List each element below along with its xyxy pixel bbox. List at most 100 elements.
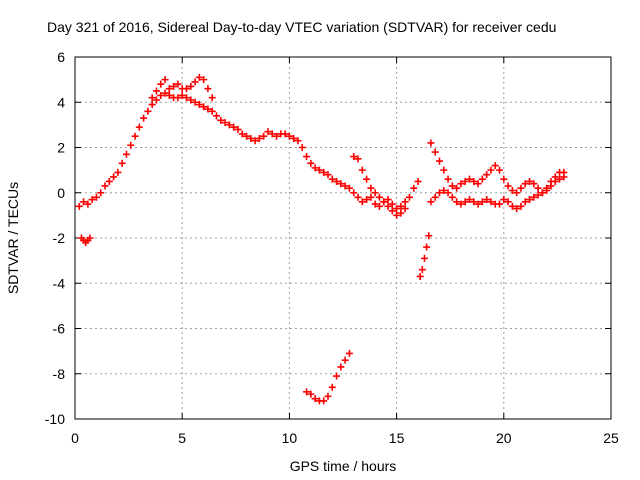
data-point bbox=[315, 166, 323, 174]
data-point bbox=[140, 114, 148, 122]
data-point bbox=[303, 388, 311, 396]
data-point bbox=[363, 175, 371, 183]
data-point bbox=[521, 198, 529, 206]
data-point bbox=[500, 175, 508, 183]
data-point bbox=[264, 128, 272, 136]
data-point bbox=[88, 196, 96, 204]
data-point bbox=[337, 180, 345, 188]
data-point bbox=[195, 73, 203, 81]
data-point bbox=[560, 173, 568, 181]
data-point bbox=[401, 198, 409, 206]
data-point bbox=[80, 198, 88, 206]
data-point bbox=[170, 82, 178, 90]
series-main-track bbox=[75, 89, 422, 213]
data-point bbox=[414, 177, 422, 185]
data-point bbox=[230, 123, 238, 131]
series-late-track-B bbox=[427, 173, 568, 213]
data-point bbox=[526, 196, 534, 204]
data-point bbox=[165, 85, 173, 93]
data-point bbox=[204, 105, 212, 113]
data-point bbox=[187, 96, 195, 104]
data-point bbox=[157, 91, 165, 99]
data-point bbox=[521, 180, 529, 188]
data-point bbox=[461, 177, 469, 185]
data-point bbox=[260, 132, 268, 140]
data-point bbox=[144, 107, 152, 115]
data-point bbox=[187, 82, 195, 90]
plot-frame bbox=[74, 56, 612, 420]
data-point bbox=[435, 157, 443, 165]
data-point bbox=[165, 91, 173, 99]
x-tick-label: 5 bbox=[178, 430, 186, 446]
data-point bbox=[225, 121, 233, 129]
data-point bbox=[427, 198, 435, 206]
data-point bbox=[135, 123, 143, 131]
data-point bbox=[388, 207, 396, 215]
y-tick-label: -8 bbox=[53, 366, 66, 382]
data-point bbox=[161, 89, 169, 97]
data-point bbox=[380, 198, 388, 206]
data-point bbox=[375, 202, 383, 210]
data-point bbox=[384, 202, 392, 210]
data-point bbox=[354, 155, 362, 163]
data-point bbox=[551, 177, 559, 185]
data-point bbox=[461, 198, 469, 206]
data-point bbox=[161, 76, 169, 84]
data-point bbox=[478, 198, 486, 206]
data-point bbox=[157, 80, 165, 88]
data-point bbox=[345, 184, 353, 192]
data-point bbox=[324, 392, 332, 400]
data-point bbox=[504, 182, 512, 190]
data-point bbox=[251, 137, 259, 145]
data-point bbox=[431, 148, 439, 156]
data-point bbox=[440, 186, 448, 194]
data-point bbox=[255, 134, 263, 142]
data-point bbox=[465, 196, 473, 204]
data-point bbox=[243, 132, 251, 140]
data-point bbox=[178, 91, 186, 99]
data-point bbox=[384, 196, 392, 204]
data-point bbox=[483, 196, 491, 204]
series-secondary-lower-branch bbox=[350, 153, 409, 219]
data-point bbox=[530, 193, 538, 201]
data-point bbox=[543, 186, 551, 194]
data-point bbox=[247, 134, 255, 142]
data-point bbox=[397, 202, 405, 210]
x-tick-label: 25 bbox=[603, 430, 619, 446]
data-point bbox=[534, 184, 542, 192]
data-point bbox=[487, 198, 495, 206]
data-point bbox=[273, 132, 281, 140]
data-point bbox=[401, 205, 409, 213]
data-point bbox=[431, 193, 439, 201]
series-dip-near-16h bbox=[416, 232, 433, 280]
data-point bbox=[122, 150, 130, 158]
data-point bbox=[420, 254, 428, 262]
data-point bbox=[345, 349, 353, 357]
data-point bbox=[217, 116, 225, 124]
data-point bbox=[182, 85, 190, 93]
x-tick-label: 0 bbox=[71, 430, 79, 446]
data-point bbox=[444, 189, 452, 197]
data-point bbox=[114, 168, 122, 176]
data-point bbox=[285, 132, 293, 140]
data-point bbox=[363, 196, 371, 204]
series-left-outlier bbox=[77, 234, 94, 247]
data-point bbox=[221, 119, 229, 127]
data-point bbox=[92, 193, 100, 201]
data-point bbox=[435, 189, 443, 197]
data-point bbox=[448, 182, 456, 190]
data-point bbox=[213, 112, 221, 120]
data-point bbox=[200, 103, 208, 111]
data-point bbox=[487, 166, 495, 174]
data-point bbox=[337, 363, 345, 371]
data-point bbox=[358, 198, 366, 206]
y-tick-label: -10 bbox=[45, 411, 65, 427]
data-point bbox=[354, 193, 362, 201]
data-point bbox=[440, 166, 448, 174]
data-point bbox=[427, 139, 435, 147]
data-point bbox=[195, 101, 203, 109]
data-point bbox=[397, 209, 405, 217]
data-point bbox=[465, 175, 473, 183]
data-point bbox=[208, 107, 216, 115]
x-axis-label: GPS time / hours bbox=[290, 458, 397, 474]
